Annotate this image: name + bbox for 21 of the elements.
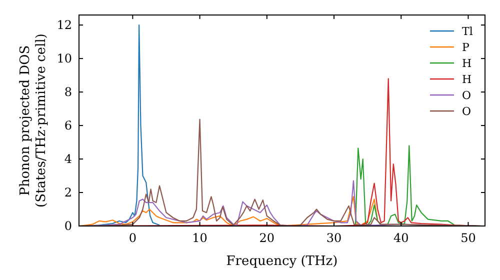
- y-axis-title: Phonon projected DOS (States/THz·primitive cell): [18, 33, 49, 208]
- legend-label: Tl: [462, 25, 474, 38]
- y-tick-label: 12: [56, 18, 72, 32]
- x-tick-label: 50: [460, 231, 476, 245]
- legend-label: P: [462, 41, 470, 54]
- legend-label: O: [462, 89, 472, 102]
- x-tick-label: 0: [128, 231, 137, 245]
- legend-label: H: [462, 57, 472, 70]
- y-tick-label: 10: [56, 52, 72, 66]
- y-tick-label: 0: [64, 219, 72, 233]
- x-tick-label: 40: [393, 231, 409, 245]
- y-tick-label: 8: [64, 85, 72, 100]
- x-tick-label: 20: [259, 231, 275, 245]
- legend-label: H: [462, 73, 472, 86]
- y-tick-label: 4: [64, 152, 72, 166]
- y-tick-label: 6: [64, 118, 72, 133]
- y-tick-label: 2: [64, 186, 72, 200]
- x-tick-label: 30: [326, 231, 342, 245]
- x-axis-title: Frequency (THz): [226, 254, 338, 269]
- x-tick-label: 10: [192, 231, 208, 245]
- legend-label: O: [462, 105, 472, 118]
